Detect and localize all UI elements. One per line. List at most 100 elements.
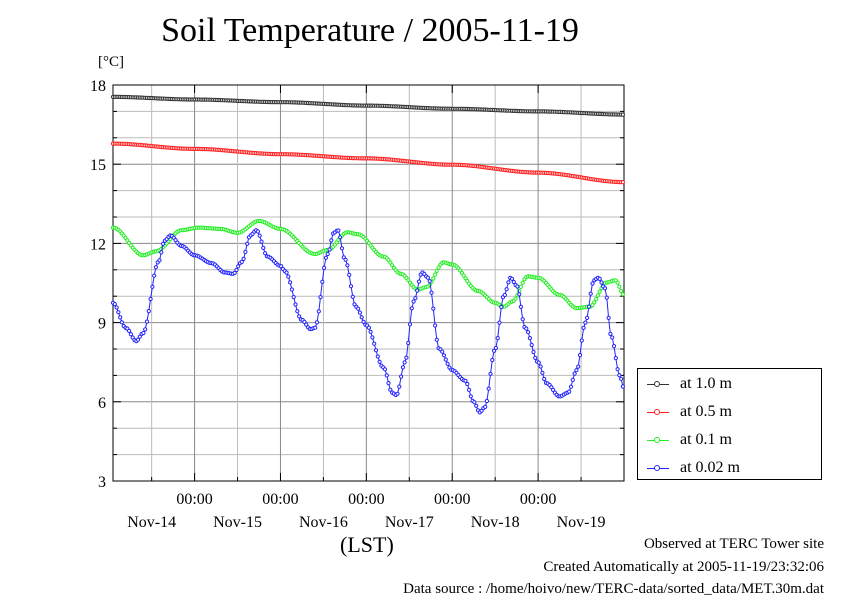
data-point xyxy=(620,180,626,185)
data-point xyxy=(384,373,389,378)
data-point xyxy=(467,387,472,392)
data-point xyxy=(524,326,529,331)
data-point xyxy=(436,265,441,270)
data-point xyxy=(431,306,436,311)
data-point xyxy=(533,355,538,360)
data-point xyxy=(241,256,246,261)
data-point xyxy=(579,338,584,343)
legend-label: at 1.0 m xyxy=(680,375,732,392)
data-point xyxy=(348,284,354,289)
data-point xyxy=(259,239,264,244)
data-point xyxy=(604,295,609,300)
series-3 xyxy=(110,228,626,415)
data-point xyxy=(232,270,237,275)
data-point xyxy=(465,381,470,387)
data-point xyxy=(388,387,393,392)
data-point xyxy=(397,384,402,389)
data-point xyxy=(372,341,377,346)
data-point xyxy=(302,319,307,324)
data-point xyxy=(567,389,572,394)
data-point xyxy=(279,264,284,269)
data-point xyxy=(402,360,407,365)
legend-label: at 0.5 m xyxy=(680,403,732,420)
x-time-label: 00:00 xyxy=(520,491,556,508)
data-point xyxy=(257,233,262,238)
data-point xyxy=(304,322,309,327)
data-point xyxy=(568,384,574,389)
data-point xyxy=(112,302,117,307)
series-line xyxy=(112,220,624,309)
data-point xyxy=(325,251,330,257)
data-point xyxy=(413,296,418,301)
data-point xyxy=(531,349,536,355)
data-point xyxy=(338,235,343,240)
series-2 xyxy=(110,218,626,311)
data-point xyxy=(357,310,362,315)
data-source-note: Data source : /home/hoivo/new/TERC-data/… xyxy=(403,581,824,597)
data-point xyxy=(536,360,541,365)
data-point xyxy=(239,259,244,264)
data-point xyxy=(518,284,524,289)
data-point xyxy=(323,255,328,260)
data-point xyxy=(366,325,371,330)
data-point xyxy=(486,386,491,391)
x-time-label: 00:00 xyxy=(434,491,470,508)
data-point xyxy=(313,325,318,330)
data-point xyxy=(243,249,248,254)
data-point xyxy=(463,378,468,383)
data-point xyxy=(586,304,592,309)
data-point xyxy=(314,320,320,325)
data-point xyxy=(159,250,164,255)
data-point xyxy=(395,391,400,396)
data-point xyxy=(406,340,411,346)
data-point xyxy=(150,284,155,289)
data-point xyxy=(583,320,588,325)
data-point xyxy=(336,228,341,233)
x-time-label: 00:00 xyxy=(348,491,384,508)
data-point xyxy=(255,229,260,234)
data-point xyxy=(377,359,382,364)
data-point xyxy=(114,305,119,310)
data-point xyxy=(368,329,373,334)
data-point xyxy=(400,365,405,370)
data-point xyxy=(570,377,575,382)
data-point xyxy=(617,373,622,378)
x-date-label: Nov-18 xyxy=(471,514,520,531)
data-point xyxy=(144,319,150,324)
data-point xyxy=(511,279,516,285)
data-point xyxy=(339,246,345,251)
data-point xyxy=(619,376,624,381)
data-point xyxy=(263,251,268,256)
data-point xyxy=(388,260,393,265)
data-point xyxy=(434,337,439,342)
x-axis-label: (LST) xyxy=(340,532,394,557)
data-point xyxy=(116,310,121,315)
data-point xyxy=(143,327,148,332)
data-point xyxy=(118,315,123,320)
data-point xyxy=(409,306,414,311)
data-point xyxy=(128,332,133,337)
data-point xyxy=(433,323,438,328)
data-point xyxy=(289,287,294,292)
data-point xyxy=(513,296,518,301)
data-point xyxy=(373,348,379,353)
data-point xyxy=(141,330,146,336)
data-point xyxy=(370,335,375,340)
data-point xyxy=(157,258,162,263)
observed-note: Observed at TERC Tower site xyxy=(643,536,824,552)
data-point xyxy=(288,280,293,285)
data-point xyxy=(527,336,533,341)
data-point xyxy=(153,265,158,270)
data-point xyxy=(135,337,141,342)
data-point xyxy=(350,294,355,299)
data-point xyxy=(152,273,157,278)
series-0 xyxy=(110,94,626,117)
data-point xyxy=(347,272,352,277)
data-point xyxy=(502,292,507,298)
data-point xyxy=(472,400,477,405)
legend-swatch-dot xyxy=(654,381,660,387)
chart-legend: at 1.0 m at 0.5 m at 0.1 m at 0.02 m xyxy=(637,368,822,480)
data-point xyxy=(595,293,601,298)
data-point xyxy=(291,295,296,300)
data-point xyxy=(551,387,556,392)
